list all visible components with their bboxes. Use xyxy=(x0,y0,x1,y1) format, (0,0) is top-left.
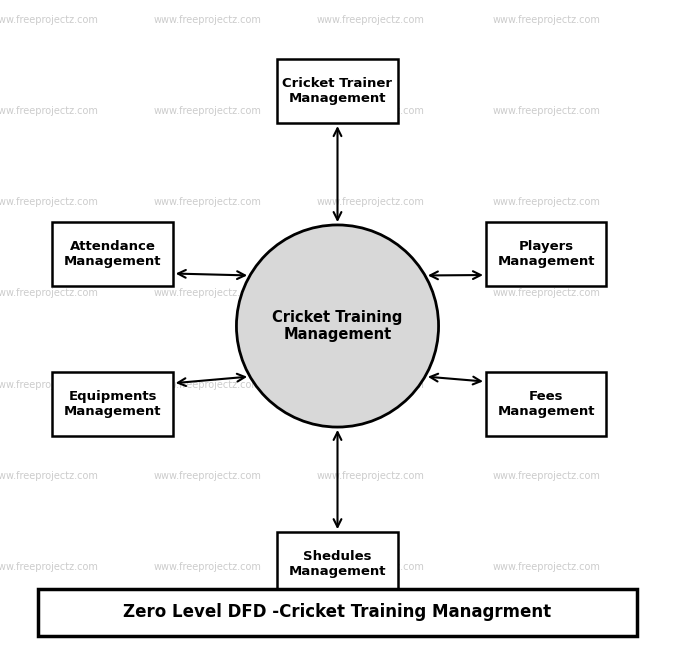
Text: www.freeprojectz.com: www.freeprojectz.com xyxy=(153,14,261,25)
Text: Equipments
Management: Equipments Management xyxy=(64,391,161,418)
Text: Zero Level DFD -Cricket Training Managrment: Zero Level DFD -Cricket Training Managrm… xyxy=(124,603,551,621)
Text: www.freeprojectz.com: www.freeprojectz.com xyxy=(0,379,98,390)
Text: www.freeprojectz.com: www.freeprojectz.com xyxy=(316,379,424,390)
FancyBboxPatch shape xyxy=(277,532,398,596)
Text: Attendance
Management: Attendance Management xyxy=(64,241,161,268)
Text: Cricket Training
Management: Cricket Training Management xyxy=(272,310,403,342)
Text: www.freeprojectz.com: www.freeprojectz.com xyxy=(153,106,261,116)
Text: Fees
Management: Fees Management xyxy=(497,391,595,418)
Text: www.freeprojectz.com: www.freeprojectz.com xyxy=(153,197,261,207)
Text: Players
Management: Players Management xyxy=(497,241,595,268)
Text: www.freeprojectz.com: www.freeprojectz.com xyxy=(492,471,600,481)
Text: www.freeprojectz.com: www.freeprojectz.com xyxy=(492,562,600,572)
Text: www.freeprojectz.com: www.freeprojectz.com xyxy=(492,106,600,116)
Text: www.freeprojectz.com: www.freeprojectz.com xyxy=(0,197,98,207)
Text: Shedules
Management: Shedules Management xyxy=(289,550,386,578)
Circle shape xyxy=(236,225,439,427)
FancyBboxPatch shape xyxy=(38,589,637,636)
Text: www.freeprojectz.com: www.freeprojectz.com xyxy=(316,288,424,299)
Text: www.freeprojectz.com: www.freeprojectz.com xyxy=(153,379,261,390)
Text: www.freeprojectz.com: www.freeprojectz.com xyxy=(316,106,424,116)
FancyBboxPatch shape xyxy=(277,59,398,123)
Text: www.freeprojectz.com: www.freeprojectz.com xyxy=(492,379,600,390)
Text: www.freeprojectz.com: www.freeprojectz.com xyxy=(0,106,98,116)
Text: www.freeprojectz.com: www.freeprojectz.com xyxy=(0,288,98,299)
Text: www.freeprojectz.com: www.freeprojectz.com xyxy=(153,562,261,572)
FancyBboxPatch shape xyxy=(486,222,606,286)
Text: www.freeprojectz.com: www.freeprojectz.com xyxy=(0,14,98,25)
Text: www.freeprojectz.com: www.freeprojectz.com xyxy=(316,562,424,572)
Text: www.freeprojectz.com: www.freeprojectz.com xyxy=(316,14,424,25)
FancyBboxPatch shape xyxy=(486,372,606,436)
Text: www.freeprojectz.com: www.freeprojectz.com xyxy=(0,562,98,572)
Text: www.freeprojectz.com: www.freeprojectz.com xyxy=(153,471,261,481)
Text: www.freeprojectz.com: www.freeprojectz.com xyxy=(316,471,424,481)
FancyBboxPatch shape xyxy=(52,372,173,436)
Text: www.freeprojectz.com: www.freeprojectz.com xyxy=(492,288,600,299)
Text: www.freeprojectz.com: www.freeprojectz.com xyxy=(492,197,600,207)
Text: Cricket Trainer
Management: Cricket Trainer Management xyxy=(283,78,392,105)
Text: www.freeprojectz.com: www.freeprojectz.com xyxy=(316,197,424,207)
Text: www.freeprojectz.com: www.freeprojectz.com xyxy=(153,288,261,299)
FancyBboxPatch shape xyxy=(52,222,173,286)
Text: www.freeprojectz.com: www.freeprojectz.com xyxy=(492,14,600,25)
Text: www.freeprojectz.com: www.freeprojectz.com xyxy=(0,471,98,481)
